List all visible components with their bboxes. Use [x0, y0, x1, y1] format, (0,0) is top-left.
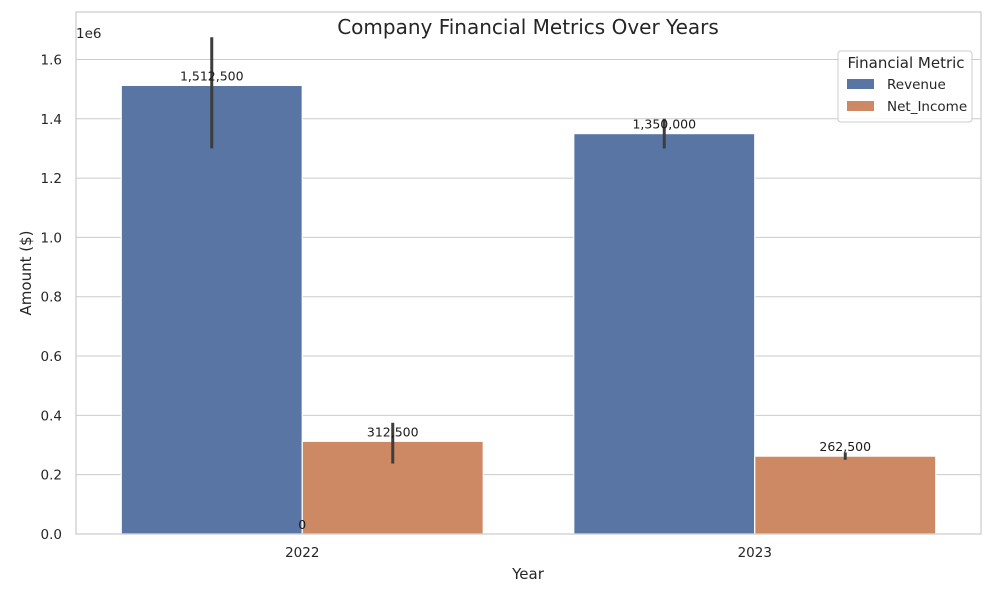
bar-value-label: 262,500 — [819, 439, 871, 454]
y-tick-label: 1.6 — [41, 52, 62, 68]
error-bars — [210, 37, 847, 464]
y-axis-label: Amount ($) — [17, 231, 35, 316]
legend-swatch-net-income — [847, 101, 874, 111]
chart-title: Company Financial Metrics Over Years — [337, 15, 719, 39]
x-tick-labels: 2022 2023 — [285, 545, 772, 561]
bar-net-income-2023 — [754, 455, 937, 535]
y-tick-label: 1.2 — [41, 171, 62, 187]
y-tick-label: 0.8 — [41, 290, 62, 306]
legend-entry-label: Net_Income — [887, 99, 967, 115]
bars — [120, 84, 937, 535]
y-tick-label: 0.4 — [41, 408, 62, 424]
y-tick-label: 0.2 — [41, 468, 62, 484]
legend-title: Financial Metric — [847, 54, 964, 72]
legend-entry-label: Revenue — [887, 77, 946, 93]
bar-revenue-2022 — [120, 84, 303, 535]
legend-swatch-revenue — [847, 79, 874, 89]
y-scale-label: 1e6 — [76, 26, 101, 42]
bar-value-label: 312,500 — [367, 424, 419, 439]
y-tick-label: 0.6 — [41, 349, 62, 365]
bar-value-label: 1,512,500 — [180, 68, 244, 83]
x-axis-label: Year — [511, 565, 545, 583]
bar-value-labels: 1,512,500 312,500 1,350,000 262,500 0 — [180, 68, 871, 532]
bar-value-label: 1,350,000 — [632, 117, 696, 132]
x-tick-label: 2023 — [738, 545, 772, 561]
x-tick-label: 2022 — [285, 545, 319, 561]
annotation-label: 0 — [298, 517, 306, 532]
plot-frame — [75, 11, 982, 535]
legend: Financial Metric Revenue Net_Income — [837, 50, 973, 123]
y-tick-label: 1.0 — [41, 230, 62, 246]
y-tick-label: 0.0 — [41, 527, 62, 543]
y-tick-labels: 0.0 0.2 0.4 0.6 0.8 1.0 1.2 1.4 1.6 — [41, 52, 62, 543]
y-tick-label: 1.4 — [41, 112, 62, 128]
bar-revenue-2023 — [573, 133, 756, 535]
